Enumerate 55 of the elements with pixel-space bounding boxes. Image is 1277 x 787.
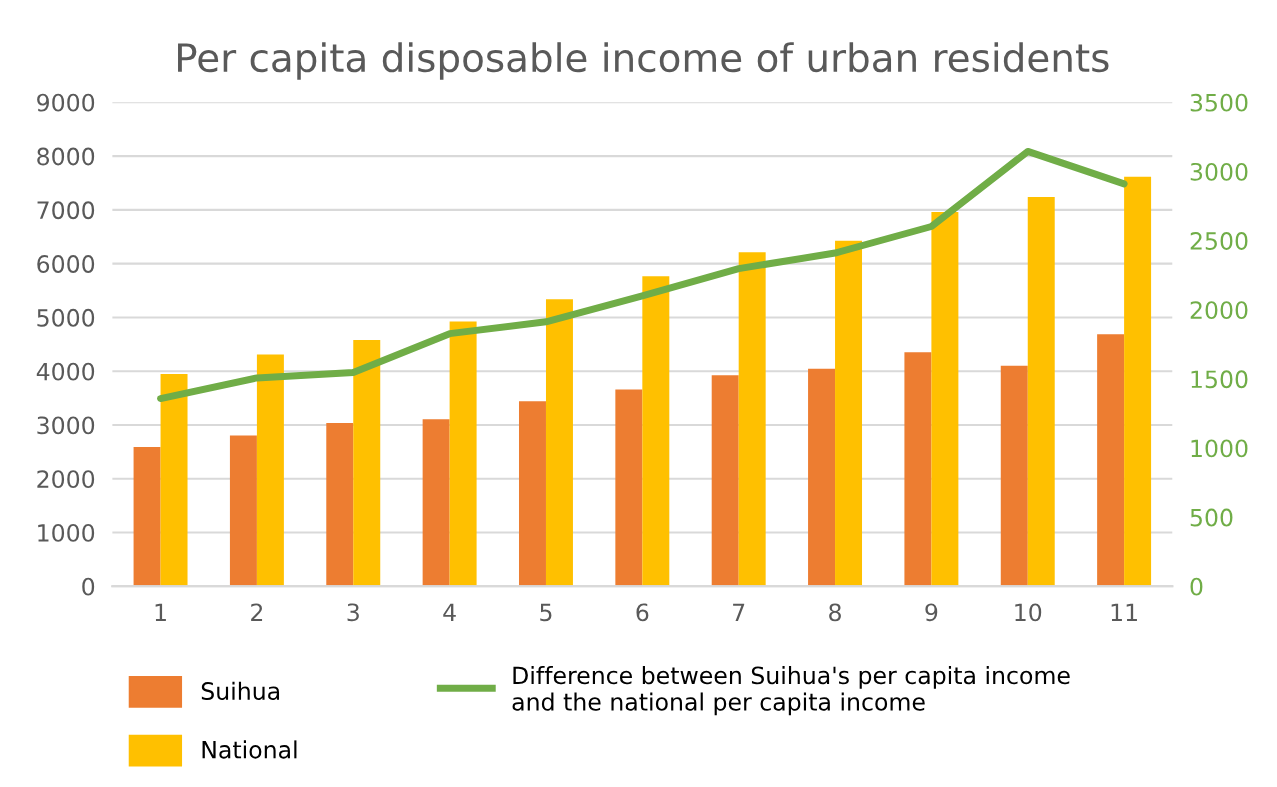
y-tick-label: 9000 <box>37 93 95 112</box>
bar <box>642 276 670 587</box>
x-tick-label: 1 <box>155 603 166 621</box>
x-tick-label: 10 <box>1015 603 1042 622</box>
x-tick-label: 4 <box>443 603 456 621</box>
bar <box>133 447 161 587</box>
bar <box>256 354 284 587</box>
y-tick-label: 6000 <box>37 255 95 273</box>
bar <box>835 240 863 587</box>
y2-tick-label: 2000 <box>1190 301 1248 320</box>
bar <box>353 340 381 587</box>
y-tick-label: 1000 <box>38 523 95 542</box>
bar <box>519 401 546 587</box>
y2-tick-label: 0 <box>1190 577 1203 596</box>
bar <box>229 435 257 587</box>
x-tick-label: 2 <box>251 603 263 621</box>
x-tick-label: 9 <box>925 603 938 622</box>
bar <box>1097 334 1125 587</box>
x-tick-label: 7 <box>733 603 745 621</box>
bar <box>449 321 477 587</box>
x-tick-label: 11 <box>1111 603 1137 621</box>
y2-tick-label: 3000 <box>1190 162 1248 181</box>
y2-tick-label: 1000 <box>1191 439 1248 458</box>
x-tick-label: 8 <box>829 603 841 622</box>
bar <box>738 252 766 587</box>
x-tick-label: 3 <box>347 603 359 622</box>
legend-label: National <box>202 740 297 759</box>
y-tick-label: 7000 <box>37 201 95 220</box>
bar <box>326 423 354 587</box>
bar <box>904 352 932 587</box>
y-tick-label: 5000 <box>37 308 95 327</box>
bar <box>160 373 188 587</box>
legend-label: Suihua <box>201 681 280 700</box>
bar <box>1027 196 1055 587</box>
x-tick-label: 5 <box>540 603 552 622</box>
bar <box>1124 176 1152 587</box>
bar <box>422 419 450 587</box>
bar <box>808 368 836 587</box>
bar <box>931 212 959 587</box>
y-tick-label: 3000 <box>37 416 95 435</box>
y-tick-label: 8000 <box>37 147 95 166</box>
x-tick-label: 6 <box>636 603 649 622</box>
bar <box>711 375 739 587</box>
y2-tick-label: 1500 <box>1191 370 1248 389</box>
legend-label: Difference between Suihua's per capita income and the national per capita income <box>512 666 1070 716</box>
bar <box>1000 365 1028 587</box>
bar <box>615 389 643 587</box>
y2-tick-label: 2500 <box>1190 232 1248 250</box>
y2-tick-label: 3500 <box>1190 93 1248 112</box>
y-tick-label: 4000 <box>36 362 95 381</box>
y-tick-label: 2000 <box>37 470 95 489</box>
y-tick-label: 0 <box>82 577 95 596</box>
chart-title: Per capita disposable income of urban residents <box>178 42 1109 80</box>
y2-tick-label: 500 <box>1190 508 1233 527</box>
bar <box>545 299 573 587</box>
